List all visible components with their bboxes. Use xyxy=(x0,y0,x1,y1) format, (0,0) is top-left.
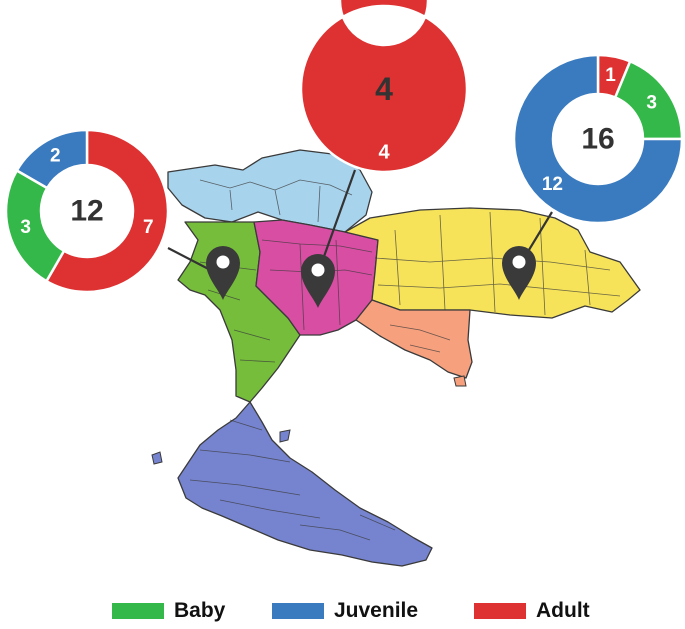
map-pin-northeast-icon[interactable] xyxy=(502,246,536,300)
region-south xyxy=(177,401,433,567)
donut-slice-baby xyxy=(4,168,66,283)
region-north xyxy=(167,149,373,233)
islands xyxy=(151,429,291,465)
pins xyxy=(206,246,536,308)
legend-swatch-juvenile xyxy=(272,603,324,619)
legend-label-adult: Adult xyxy=(536,599,590,622)
donut-slice-label: 7 xyxy=(143,217,154,238)
donut-chart-northeast: 1 3 12 16 xyxy=(512,53,684,225)
legend-swatch-baby xyxy=(112,603,164,619)
donut-total: 12 xyxy=(70,195,103,228)
islands-east xyxy=(453,375,467,387)
donut-slice-juvenile xyxy=(512,53,684,225)
island-1 xyxy=(151,451,163,465)
donut-chart-west: 7 3 2 12 xyxy=(4,128,170,294)
donut-slice-label: 3 xyxy=(646,93,657,114)
donut-chart-central: 44 xyxy=(299,0,469,174)
legend-item-juvenile: Juvenile xyxy=(272,596,418,626)
donut-slice-label: 12 xyxy=(542,174,563,195)
donut-slice-juvenile xyxy=(15,128,89,190)
district-borders xyxy=(189,179,621,541)
donut-slice-label: 1 xyxy=(605,65,616,86)
legend-label-juvenile: Juvenile xyxy=(334,599,419,622)
legend-swatch-adult xyxy=(474,603,526,619)
map-pin-central-icon[interactable] xyxy=(301,254,335,308)
donut-slice-label: 2 xyxy=(50,146,61,167)
donut-total: 16 xyxy=(581,123,614,156)
donut-slice-label: 3 xyxy=(20,217,31,238)
map-pin-west-icon[interactable] xyxy=(206,246,240,300)
island-3 xyxy=(453,375,467,387)
donut-slice-label: 4 xyxy=(378,142,390,164)
legend-item-adult: Adult xyxy=(474,596,590,626)
region-east xyxy=(355,299,473,379)
legend-item-baby: Baby xyxy=(112,596,225,626)
donut-slice-adult xyxy=(44,128,170,294)
legend: Baby Juvenile Adult xyxy=(0,596,685,626)
donut-total: 4 xyxy=(375,71,393,107)
island-2 xyxy=(279,429,291,443)
legend-label-baby: Baby xyxy=(174,599,226,622)
donut-slice-adult xyxy=(299,0,469,174)
